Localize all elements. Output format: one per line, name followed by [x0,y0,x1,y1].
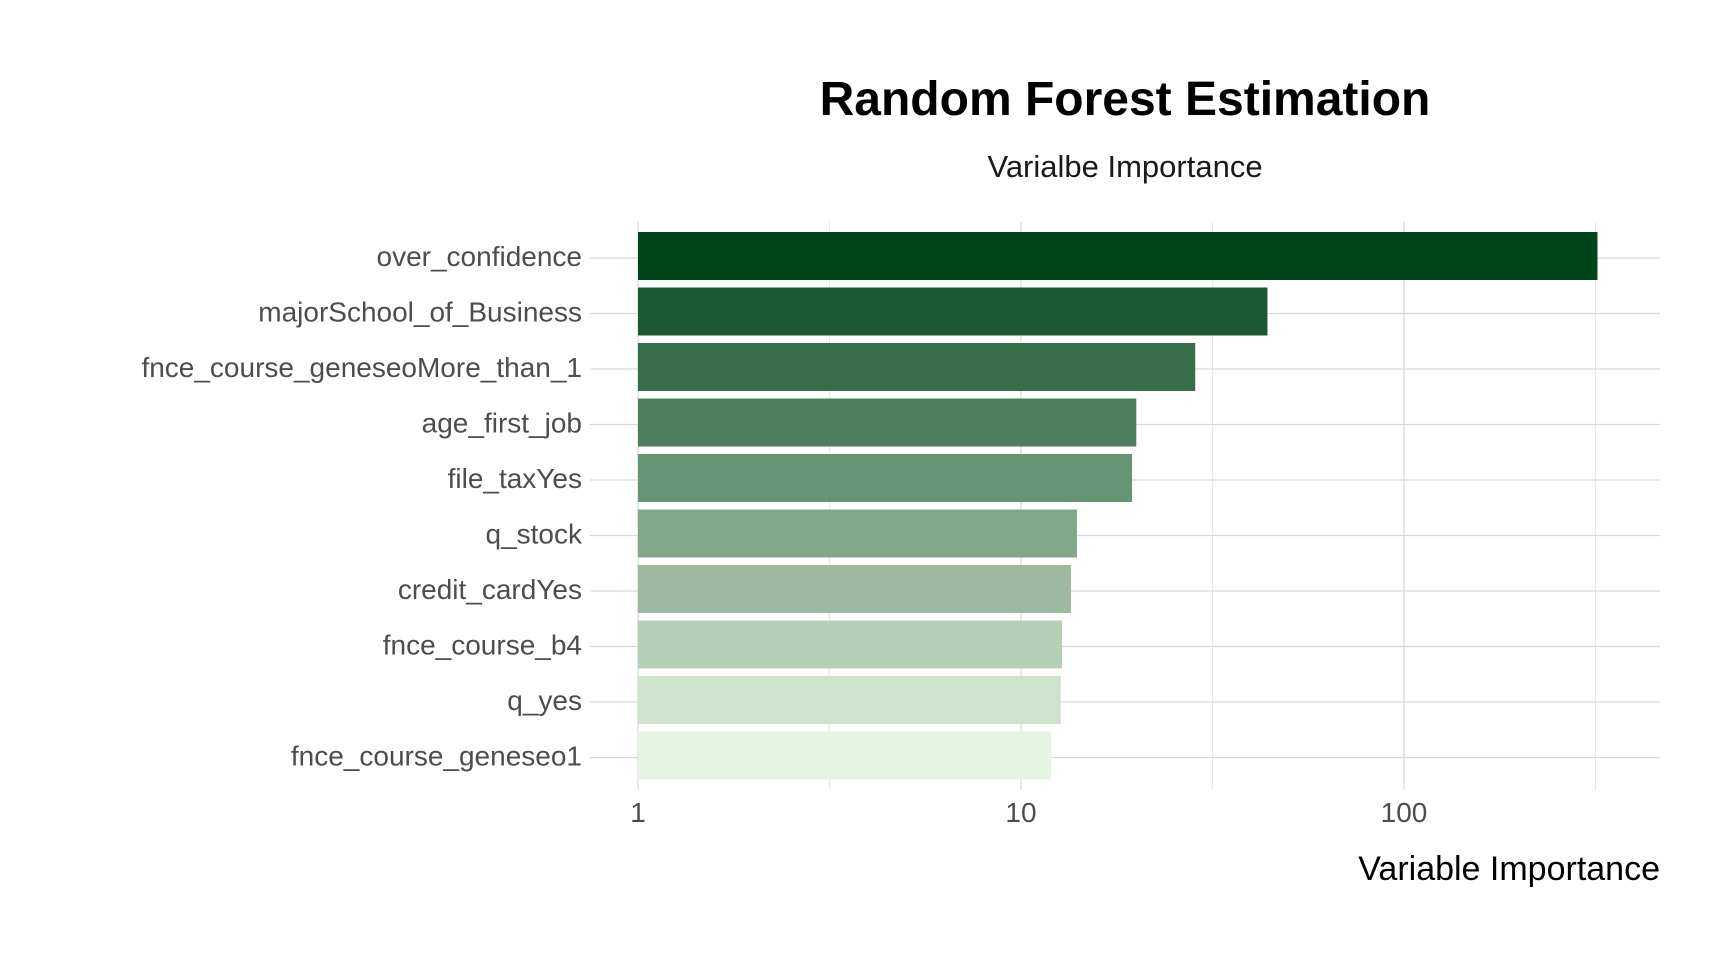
y-tick-label: fnce_course_b4 [383,630,582,661]
bar [638,454,1133,502]
x-tick-label: 1 [630,797,646,828]
y-tick-label: over_confidence [377,241,582,272]
bar [638,287,1268,336]
y-tick-label: age_first_job [422,408,582,439]
bar [638,343,1196,391]
y-tick-label: q_stock [486,519,583,550]
y-tick-label: fnce_course_geneseoMore_than_1 [141,352,582,383]
y-tick-label: file_taxYes [448,463,582,494]
x-axis-labels: 1 10 100 [630,797,1427,828]
chart-title: Random Forest Estimation [820,73,1431,126]
y-tick-label: credit_cardYes [398,574,582,605]
x-axis-title: Variable Importance [1358,850,1660,888]
x-tick-label: 100 [1381,797,1428,828]
bar [638,731,1052,780]
x-tick-label: 10 [1005,797,1036,828]
bar [638,232,1598,280]
bar [638,398,1137,447]
y-tick-label: q_yes [507,685,582,716]
bar [638,676,1061,724]
y-tick-label: majorSchool_of_Business [258,297,582,328]
y-axis-labels: over_confidence majorSchool_of_Businessfn… [141,241,583,772]
chart-subtitle: Varialbe Importance [987,149,1262,184]
bar [638,620,1063,669]
bars [638,232,1598,780]
bar [638,509,1077,558]
y-tick-label: fnce_course_geneseo1 [291,741,582,772]
bar [638,565,1071,613]
